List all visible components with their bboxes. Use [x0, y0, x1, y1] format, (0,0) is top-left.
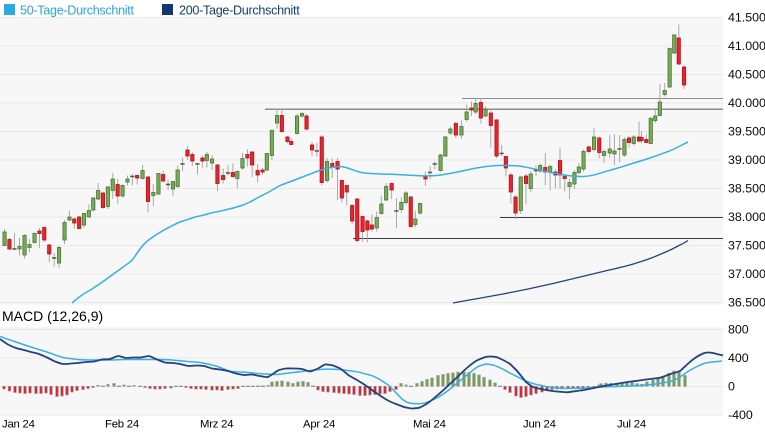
svg-text:36.500: 36.500	[728, 296, 765, 310]
svg-text:800: 800	[728, 323, 749, 337]
svg-text:50-Tage-Durchschnitt: 50-Tage-Durchschnitt	[20, 4, 134, 18]
svg-text:Mai 24: Mai 24	[413, 419, 446, 431]
svg-text:Feb 24: Feb 24	[105, 419, 139, 431]
svg-text:37.500: 37.500	[728, 239, 765, 253]
svg-text:41.000: 41.000	[728, 39, 765, 53]
svg-text:0: 0	[728, 380, 735, 394]
svg-text:38.500: 38.500	[728, 182, 765, 196]
svg-text:40.500: 40.500	[728, 68, 765, 82]
svg-text:Jul 24: Jul 24	[617, 419, 646, 431]
svg-text:-400: -400	[728, 408, 753, 422]
svg-text:400: 400	[728, 351, 749, 365]
svg-text:Apr 24: Apr 24	[303, 419, 335, 431]
svg-text:MACD (12,26,9): MACD (12,26,9)	[2, 308, 103, 324]
svg-text:Jan 24: Jan 24	[2, 419, 35, 431]
svg-text:41.500: 41.500	[728, 11, 765, 25]
svg-text:40.000: 40.000	[728, 96, 765, 110]
svg-text:Mrz 24: Mrz 24	[200, 419, 233, 431]
svg-text:37.000: 37.000	[728, 267, 765, 281]
svg-text:Jun 24: Jun 24	[523, 419, 556, 431]
svg-text:38.000: 38.000	[728, 210, 765, 224]
svg-text:200-Tage-Durchschnitt: 200-Tage-Durchschnitt	[179, 4, 300, 18]
svg-text:39.000: 39.000	[728, 153, 765, 167]
svg-text:39.500: 39.500	[728, 125, 765, 139]
